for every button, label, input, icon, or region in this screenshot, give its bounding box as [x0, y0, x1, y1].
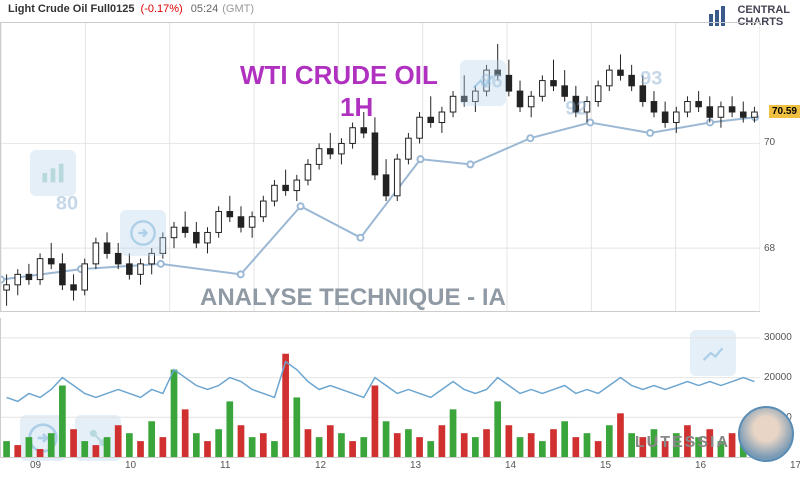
avatar-icon — [738, 406, 794, 462]
svg-text:92: 92 — [565, 97, 587, 119]
timestamp: 05:24 — [191, 3, 219, 15]
watermark-icon — [460, 60, 506, 106]
svg-text:93: 93 — [640, 68, 662, 90]
price-chart[interactable]: 80869293 — [0, 22, 760, 312]
current-price-tag: 70.59 — [769, 105, 800, 118]
svg-text:80: 80 — [56, 193, 78, 215]
price-y-axis: 6870 — [760, 22, 800, 312]
chart-header: Light Crude Oil Full0125 (-0.17%) 05:24 … — [0, 0, 800, 18]
watermark-arrow-icon — [120, 210, 166, 256]
timezone: (GMT) — [222, 3, 254, 15]
brand-label: LUTESSIA — [635, 434, 730, 452]
watermark-icon — [30, 150, 76, 196]
instrument-title: Light Crude Oil Full0125 — [8, 3, 135, 15]
price-change: (-0.17%) — [141, 3, 183, 15]
time-x-axis: 091011121314151617 — [0, 460, 760, 478]
